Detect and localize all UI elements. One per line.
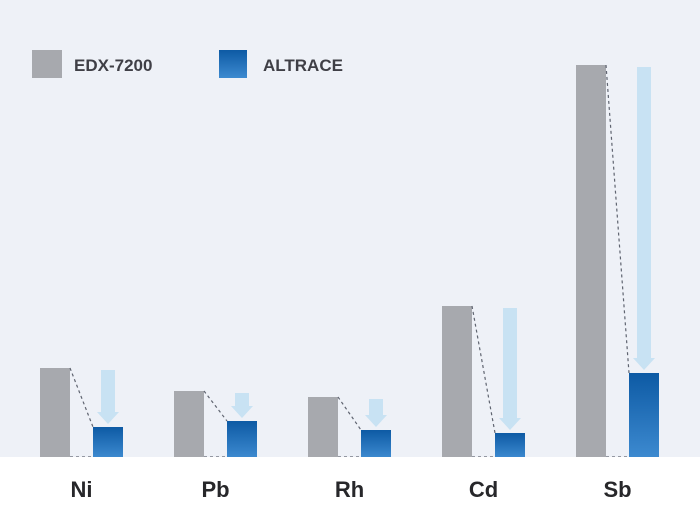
connector-top-rh xyxy=(337,396,362,431)
bar-edx-cd xyxy=(442,306,472,458)
x-tick-label-pb: Pb xyxy=(201,477,229,502)
x-tick-label-rh: Rh xyxy=(335,477,364,502)
legend: EDX-7200 ALTRACE xyxy=(32,50,343,78)
x-tick-label-sb: Sb xyxy=(603,477,631,502)
bar-edx-ni xyxy=(40,368,70,458)
reduction-arrow-sb xyxy=(633,67,655,370)
bar-altrace-ni xyxy=(93,427,123,458)
legend-label-edx: EDX-7200 xyxy=(74,56,152,75)
bar-altrace-pb xyxy=(227,421,257,458)
reduction-arrow-cd xyxy=(499,308,521,430)
reduction-arrow-ni xyxy=(97,370,119,424)
bar-edx-rh xyxy=(308,397,338,458)
bar-altrace-rh xyxy=(361,430,391,458)
legend-swatch-altrace xyxy=(219,50,247,78)
bar-edx-pb xyxy=(174,391,204,458)
bar-edx-sb xyxy=(576,65,606,458)
connector-top-ni xyxy=(69,367,94,428)
reduction-arrow-pb xyxy=(231,393,253,418)
legend-label-altrace: ALTRACE xyxy=(263,56,343,75)
bar-altrace-cd xyxy=(495,433,525,458)
x-tick-label-cd: Cd xyxy=(469,477,498,502)
bar-altrace-sb xyxy=(629,373,659,458)
x-tick-label-ni: Ni xyxy=(71,477,93,502)
reduction-arrow-rh xyxy=(365,399,387,427)
connector-top-pb xyxy=(203,390,228,422)
legend-swatch-edx xyxy=(32,50,62,78)
